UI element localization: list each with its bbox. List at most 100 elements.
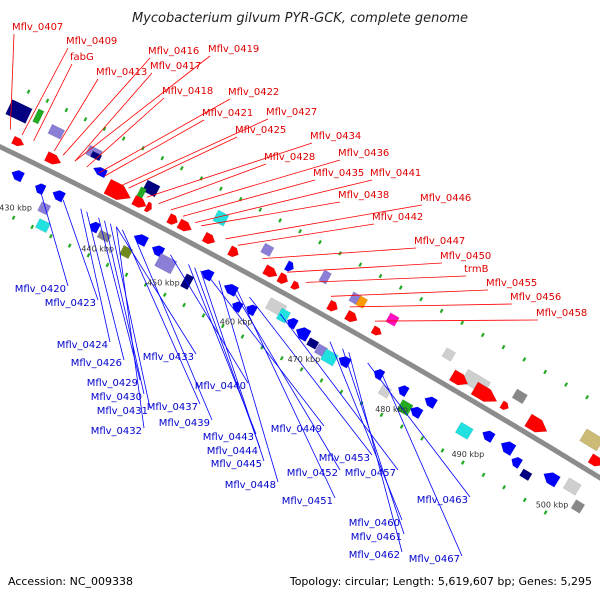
gene-feature-shape xyxy=(373,368,386,381)
gene-feature xyxy=(176,218,192,232)
gene-feature xyxy=(52,190,67,203)
gene-feature-shape xyxy=(47,123,66,140)
gene-feature-shape xyxy=(276,272,289,285)
gene-feature-shape xyxy=(511,456,524,469)
bottom-gene-label: Mflv_0457 xyxy=(345,468,396,479)
top-callout-line xyxy=(158,163,267,204)
gene-feature-shape xyxy=(318,269,332,285)
gene-feature xyxy=(562,477,582,496)
gene-feature xyxy=(543,472,561,488)
top-gene-label: Mflv_0441 xyxy=(370,168,421,179)
top-callout-line xyxy=(146,142,313,198)
inner-track-tick xyxy=(481,472,486,478)
bottom-gene-label: Mflv_0448 xyxy=(225,480,276,491)
top-gene-label: Mflv_0413 xyxy=(96,67,147,78)
outer-track-tick xyxy=(522,357,527,362)
inner-track-tick xyxy=(522,497,527,503)
top-callout-line xyxy=(262,247,417,259)
kbp-scale-label: 480 kbp xyxy=(375,405,408,414)
gene-feature xyxy=(226,245,239,258)
bottom-callout-line xyxy=(200,270,265,462)
gene-feature-shape xyxy=(133,234,150,248)
gene-feature-shape xyxy=(141,179,161,198)
inner-track-tick xyxy=(220,323,225,329)
bottom-callout-line xyxy=(39,188,69,287)
gene-feature-shape xyxy=(89,150,103,162)
bottom-gene-label: Mflv_0431 xyxy=(97,406,148,417)
gene-feature xyxy=(37,201,52,216)
kbp-scale-label: 500 kbp xyxy=(536,501,569,510)
gene-feature-shape xyxy=(223,283,240,297)
gene-feature xyxy=(306,337,320,350)
top-gene-label: Mflv_0438 xyxy=(338,190,389,201)
top-callout-line xyxy=(33,63,73,141)
bottom-callout-line xyxy=(133,235,213,421)
top-gene-label: Mflv_0416 xyxy=(148,46,199,57)
outer-track-tick xyxy=(179,165,184,171)
bottom-callout-line xyxy=(194,267,261,449)
gene-feature xyxy=(212,209,230,227)
gene-feature xyxy=(275,307,292,324)
gene-feature xyxy=(143,201,152,213)
inner-track-tick xyxy=(339,389,344,395)
bottom-callout-line xyxy=(116,226,145,429)
gene-feature-shape xyxy=(11,135,25,147)
top-callout-line xyxy=(62,57,151,156)
outer-track-tick xyxy=(45,98,50,104)
bottom-gene-label: Mflv_0444 xyxy=(207,446,258,457)
gene-feature xyxy=(11,135,25,147)
top-callout-line xyxy=(98,98,231,174)
bottom-callout-line xyxy=(249,296,373,456)
gene-feature xyxy=(290,280,300,290)
gene-feature-shape xyxy=(201,231,216,245)
gene-feature xyxy=(570,499,586,514)
top-gene-label: Mflv_0458 xyxy=(536,308,587,319)
bottom-callout-line xyxy=(104,220,145,395)
gene-feature-shape xyxy=(482,430,496,444)
top-gene-label: Mflv_0421 xyxy=(202,108,253,119)
gene-feature xyxy=(519,468,533,482)
bottom-gene-label: Mflv_0451 xyxy=(282,496,333,507)
gene-feature-shape xyxy=(176,218,192,232)
gene-feature-shape xyxy=(290,280,300,290)
outer-track-tick xyxy=(419,296,424,302)
bottom-gene-label: Mflv_0423 xyxy=(45,298,96,309)
gene-feature xyxy=(385,312,400,327)
bottom-callout-line xyxy=(80,208,111,343)
outer-track-tick xyxy=(398,285,403,290)
gene-feature xyxy=(524,413,548,433)
gene-feature xyxy=(373,368,386,381)
top-callout-line xyxy=(170,159,341,211)
gene-feature-shape xyxy=(119,244,134,260)
inner-track-tick xyxy=(201,313,206,318)
top-gene-label: Mflv_0435 xyxy=(313,168,364,179)
gene-feature-shape xyxy=(562,477,582,496)
gene-feature-shape xyxy=(154,252,178,275)
gene-feature-shape xyxy=(232,301,244,314)
gene-feature xyxy=(246,304,259,317)
gene-feature-shape xyxy=(103,178,131,201)
gene-feature-shape xyxy=(34,183,47,196)
gene-feature xyxy=(5,99,33,124)
gene-feature-shape xyxy=(424,396,439,410)
gene-feature-shape xyxy=(454,421,474,440)
gene-feature xyxy=(34,183,47,196)
top-gene-label: Mflv_0446 xyxy=(420,193,471,204)
gene-feature-shape xyxy=(579,428,600,452)
outer-track-tick xyxy=(258,207,263,213)
gene-feature-shape xyxy=(11,169,26,183)
inner-track-tick xyxy=(162,292,167,298)
bottom-gene-label: Mflv_0439 xyxy=(159,418,210,429)
outer-track-tick xyxy=(439,308,444,314)
gene-feature-shape xyxy=(166,213,178,226)
outer-track-tick xyxy=(121,136,126,141)
bottom-gene-label: Mflv_0463 xyxy=(417,495,468,506)
bottom-gene-label: Mflv_0420 xyxy=(15,284,66,295)
bottom-callout-line xyxy=(110,223,151,409)
bottom-callout-line xyxy=(367,362,471,498)
gene-feature-shape xyxy=(246,304,259,317)
outer-track-tick xyxy=(64,107,69,113)
inner-track-tick xyxy=(379,412,384,418)
gene-feature xyxy=(283,260,294,272)
gene-feature xyxy=(579,428,600,452)
